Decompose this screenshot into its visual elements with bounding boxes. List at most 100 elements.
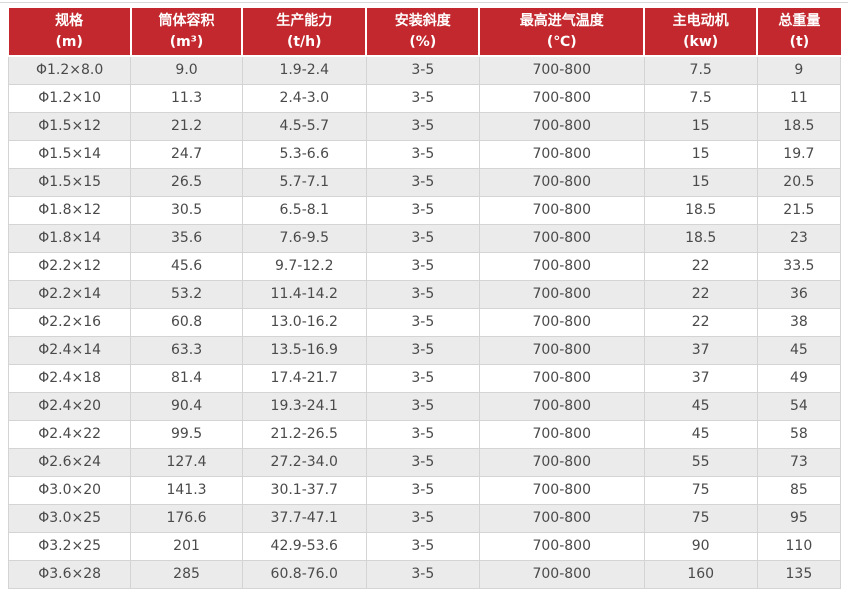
table-cell: 60.8-76.0 — [241, 559, 367, 589]
table-cell: Φ3.2×25 — [7, 531, 132, 561]
table-row: Φ3.0×25 176.6 37.7-47.1 3-5 700-800 75 95 — [7, 503, 842, 533]
table-row: Φ1.5×12 21.2 4.5-5.7 3-5 700-800 15 18.5 — [7, 111, 842, 141]
table-cell: 13.0-16.2 — [241, 307, 367, 337]
table-cell: 3-5 — [365, 307, 480, 337]
table-cell: 13.5-16.9 — [241, 335, 367, 365]
table-cell: 45.6 — [130, 251, 243, 281]
table-cell: 35.6 — [130, 223, 243, 253]
top-divider — [0, 2, 848, 3]
table-cell: 18.5 — [756, 111, 842, 141]
table-row: Φ2.2×14 53.2 11.4-14.2 3-5 700-800 22 36 — [7, 279, 842, 309]
table-row: Φ2.6×24 127.4 27.2-34.0 3-5 700-800 55 73 — [7, 447, 842, 477]
header-unit: (m) — [55, 34, 83, 50]
table-body: Φ1.2×8.0 9.0 1.9-2.4 3-5 700-800 7.5 9 Φ1.2×10 1… — [7, 55, 842, 589]
table-row: Φ2.4×18 81.4 17.4-21.7 3-5 700-800 37 49 — [7, 363, 842, 393]
table-cell: 700-800 — [478, 503, 645, 533]
table-cell: 700-800 — [478, 111, 645, 141]
table-cell: 700-800 — [478, 279, 645, 309]
table-cell: 21.2-26.5 — [241, 419, 367, 449]
table-row: Φ1.2×10 11.3 2.4-3.0 3-5 700-800 7.5 11 — [7, 83, 842, 113]
table-row: Φ2.2×16 60.8 13.0-16.2 3-5 700-800 22 38 — [7, 307, 842, 337]
table-cell: 7.6-9.5 — [241, 223, 367, 253]
header-label: 规格 — [55, 13, 84, 29]
table-container: 规格 (m) 筒体容积 (m³) 生产能力 (t/h) 安装斜度 (%) 最高进气温度 (℃) 主电… — [7, 8, 842, 589]
table-cell: 2.4-3.0 — [241, 83, 367, 113]
table-cell: 6.5-8.1 — [241, 195, 367, 225]
table-cell: 27.2-34.0 — [241, 447, 367, 477]
table-cell: 19.7 — [756, 139, 842, 169]
table-cell: 15 — [643, 139, 758, 169]
table-cell: Φ1.5×14 — [7, 139, 132, 169]
table-cell: 700-800 — [478, 307, 645, 337]
table-cell: Φ2.4×22 — [7, 419, 132, 449]
table-cell: 3-5 — [365, 335, 480, 365]
table-cell: 75 — [643, 503, 758, 533]
table-cell: Φ2.2×12 — [7, 251, 132, 281]
table-cell: 127.4 — [130, 447, 243, 477]
table-cell: 90 — [643, 531, 758, 561]
table-cell: Φ2.4×20 — [7, 391, 132, 421]
table-cell: 3-5 — [365, 279, 480, 309]
table-cell: 700-800 — [478, 167, 645, 197]
table-cell: 24.7 — [130, 139, 243, 169]
table-cell: 700-800 — [478, 83, 645, 113]
table-cell: 49 — [756, 363, 842, 393]
table-cell: 11 — [756, 83, 842, 113]
table-row: Φ1.2×8.0 9.0 1.9-2.4 3-5 700-800 7.5 9 — [7, 55, 842, 85]
table-cell: 160 — [643, 559, 758, 589]
header-label: 筒体容积 — [158, 13, 215, 29]
table-cell: 700-800 — [478, 447, 645, 477]
table-cell: 700-800 — [478, 419, 645, 449]
table-cell: 37 — [643, 363, 758, 393]
table-cell: 45 — [643, 391, 758, 421]
table-row: Φ1.5×15 26.5 5.7-7.1 3-5 700-800 15 20.5 — [7, 167, 842, 197]
table-cell: Φ3.0×20 — [7, 475, 132, 505]
table-cell: 23 — [756, 223, 842, 253]
header-unit: (%) — [409, 34, 437, 50]
table-cell: 3-5 — [365, 475, 480, 505]
table-cell: 63.3 — [130, 335, 243, 365]
table-cell: 37 — [643, 335, 758, 365]
table-cell: 3-5 — [365, 447, 480, 477]
table-cell: 141.3 — [130, 475, 243, 505]
table-cell: Φ1.8×14 — [7, 223, 132, 253]
table-cell: 45 — [756, 335, 842, 365]
table-cell: 1.9-2.4 — [241, 55, 367, 85]
table-cell: 9.7-12.2 — [241, 251, 367, 281]
table-cell: 22 — [643, 279, 758, 309]
table-row: Φ2.4×14 63.3 13.5-16.9 3-5 700-800 37 45 — [7, 335, 842, 365]
table-cell: 7.5 — [643, 55, 758, 85]
table-row: Φ2.4×20 90.4 19.3-24.1 3-5 700-800 45 54 — [7, 391, 842, 421]
table-cell: Φ1.5×12 — [7, 111, 132, 141]
table-cell: 201 — [130, 531, 243, 561]
table-cell: 99.5 — [130, 419, 243, 449]
table-cell: 26.5 — [130, 167, 243, 197]
header-label: 安装斜度 — [394, 13, 451, 29]
table-cell: 700-800 — [478, 559, 645, 589]
table-cell: Φ1.2×8.0 — [7, 55, 132, 85]
table-cell: 4.5-5.7 — [241, 111, 367, 141]
header-unit: (℃) — [546, 34, 577, 50]
table-row: Φ1.8×14 35.6 7.6-9.5 3-5 700-800 18.5 23 — [7, 223, 842, 253]
table-cell: Φ2.2×16 — [7, 307, 132, 337]
table-cell: 45 — [643, 419, 758, 449]
table-cell: Φ2.6×24 — [7, 447, 132, 477]
table-cell: 11.4-14.2 — [241, 279, 367, 309]
header-unit: (kw) — [683, 34, 719, 50]
table-cell: 33.5 — [756, 251, 842, 281]
header-cell: 最高进气温度 (℃) — [479, 8, 646, 57]
table-cell: 95 — [756, 503, 842, 533]
table-cell: 700-800 — [478, 139, 645, 169]
header-label: 生产能力 — [276, 13, 333, 29]
table-cell: 700-800 — [478, 223, 645, 253]
table-cell: Φ2.4×18 — [7, 363, 132, 393]
header-cell: 主电动机 (kw) — [644, 8, 759, 57]
table-cell: 3-5 — [365, 559, 480, 589]
table-cell: 9.0 — [130, 55, 243, 85]
table-cell: 22 — [643, 251, 758, 281]
table-cell: 700-800 — [478, 251, 645, 281]
table-cell: 30.5 — [130, 195, 243, 225]
table-row: Φ1.8×12 30.5 6.5-8.1 3-5 700-800 18.5 21.5 — [7, 195, 842, 225]
table-cell: 37.7-47.1 — [241, 503, 367, 533]
table-row: Φ3.0×20 141.3 30.1-37.7 3-5 700-800 75 85 — [7, 475, 842, 505]
